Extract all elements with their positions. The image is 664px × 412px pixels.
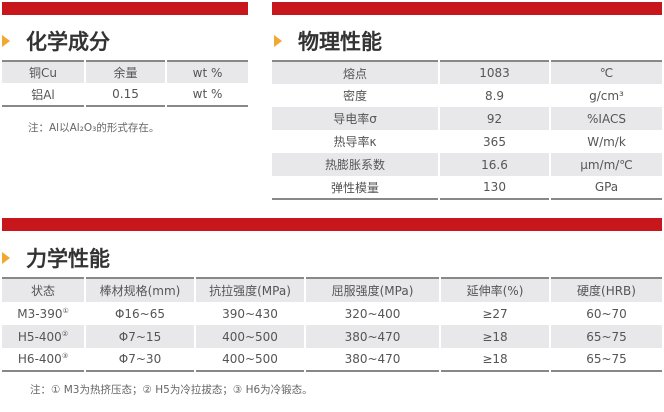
cell: 60~70 [586, 306, 627, 321]
cell: 380~470 [305, 325, 441, 348]
mech-heading: 力学性能 [2, 243, 110, 273]
table-row: 热导率κ 365 W/m/k [272, 130, 662, 153]
cell: 熔点 [272, 61, 440, 84]
mech-note: 注：① M3为热挤压态；② H5为冷拉拔态；③ H6为冷锻态。 [30, 384, 313, 396]
state-label: H5-400 [17, 329, 62, 344]
cell: wt % [166, 61, 248, 83]
table-row: H5-400② Φ7~15 400~500 380~470 ≥18 65~75 [2, 325, 662, 348]
cell: 密度 [272, 84, 440, 107]
cell: 365 [439, 130, 551, 153]
chem-table: 铜Cu 余量 wt % 铝Al 0.15 wt % [2, 60, 248, 107]
mech-title: 力学性能 [26, 247, 110, 271]
cell: μm/m/℃ [550, 153, 662, 176]
cell: Φ7~30 [85, 348, 196, 371]
table-row: 热膨胀系数 16.6 μm/m/℃ [272, 153, 662, 176]
table-row: 铜Cu 余量 wt % [2, 61, 248, 83]
table-row: H6-400③ Φ7~30 400~500 380~470 ≥18 65~75 [2, 348, 662, 371]
column-header: 状态 [2, 278, 86, 302]
cell: 400~500 [195, 348, 306, 371]
cell: Φ7~15 [85, 325, 196, 348]
cell: 导电率σ [272, 107, 440, 130]
column-header: 屈服强度(MPa) [305, 278, 441, 302]
cell: M3-390① [2, 302, 86, 325]
chem-title: 化学成分 [26, 30, 110, 54]
cell: 92 [439, 107, 551, 130]
table-row: 铝Al 0.15 wt % [2, 83, 248, 106]
cell: 铝Al [2, 83, 86, 106]
footnote-mark: ③ [61, 352, 69, 360]
chem-note: 注：Al以Al₂O₃的形式存在。 [28, 122, 160, 134]
mech-header-bar [2, 218, 662, 231]
chem-header-bar [2, 2, 248, 15]
cell: 8.9 [439, 84, 551, 107]
cell: H6-400③ [2, 348, 86, 371]
column-header: 硬度(HRB) [550, 278, 662, 302]
cell: 热膨胀系数 [272, 153, 440, 176]
cell: ≥18 [440, 348, 551, 371]
cell: ≥18 [440, 325, 551, 348]
column-header: 延伸率(%) [440, 278, 551, 302]
cell: %IACS [550, 107, 662, 130]
cell: GPa [594, 180, 619, 194]
table-row: 导电率σ 92 %IACS [272, 107, 662, 130]
chem-heading: 化学成分 [2, 26, 110, 56]
table-row: 熔点 1083 ℃ [272, 61, 662, 84]
phys-title: 物理性能 [298, 30, 382, 54]
triangle-marker-icon [274, 35, 282, 47]
state-label: M3-390 [17, 306, 63, 321]
mech-table: 状态 棒材规格(mm) 抗拉强度(MPa) 屈服强度(MPa) 延伸率(%) 硬度(HRB… [2, 277, 662, 372]
cell: 320~400 [305, 302, 441, 325]
cell: 弹性模量 [272, 176, 440, 199]
table-row: 密度 8.9 g/cm³ [272, 84, 662, 107]
cell: wt % [192, 87, 223, 101]
phys-heading: 物理性能 [274, 26, 382, 56]
cell: 余量 [85, 61, 167, 83]
cell: 390~430 [195, 302, 306, 325]
phys-table: 熔点 1083 ℃ 密度 8.9 g/cm³ 导电率σ 92 %IACS 热导率κ 365 W/m/k… [272, 60, 662, 200]
cell: 16.6 [439, 153, 551, 176]
header-row: 状态 棒材规格(mm) 抗拉强度(MPa) 屈服强度(MPa) 延伸率(%) 硬度(HRB… [2, 278, 662, 302]
cell: 铜Cu [2, 61, 86, 83]
cell: 热导率κ [272, 130, 440, 153]
cell: ≥27 [440, 302, 551, 325]
cell: 65~75 [586, 352, 627, 366]
column-header: 棒材规格(mm) [85, 278, 196, 302]
footnote-mark: ① [62, 306, 69, 315]
cell: 380~470 [305, 348, 441, 371]
footnote-mark: ② [61, 329, 69, 338]
cell: 65~75 [550, 325, 662, 348]
cell: g/cm³ [589, 88, 624, 103]
column-header: 抗拉强度(MPa) [195, 278, 306, 302]
triangle-marker-icon [2, 252, 10, 264]
cell: ℃ [550, 61, 662, 84]
triangle-marker-icon [2, 35, 10, 47]
cell: 400~500 [195, 325, 306, 348]
table-row: 弹性模量 130 GPa [272, 176, 662, 199]
cell: 1083 [439, 61, 551, 84]
table-row: M3-390① Φ16~65 390~430 320~400 ≥27 60~70 [2, 302, 662, 325]
cell: W/m/k [587, 134, 626, 149]
cell: 0.15 [85, 83, 167, 106]
cell: 130 [439, 176, 551, 199]
phys-header-bar [272, 2, 662, 15]
state-label: H6-400 [17, 352, 62, 366]
cell: H5-400② [2, 325, 86, 348]
cell: Φ16~65 [85, 302, 196, 325]
